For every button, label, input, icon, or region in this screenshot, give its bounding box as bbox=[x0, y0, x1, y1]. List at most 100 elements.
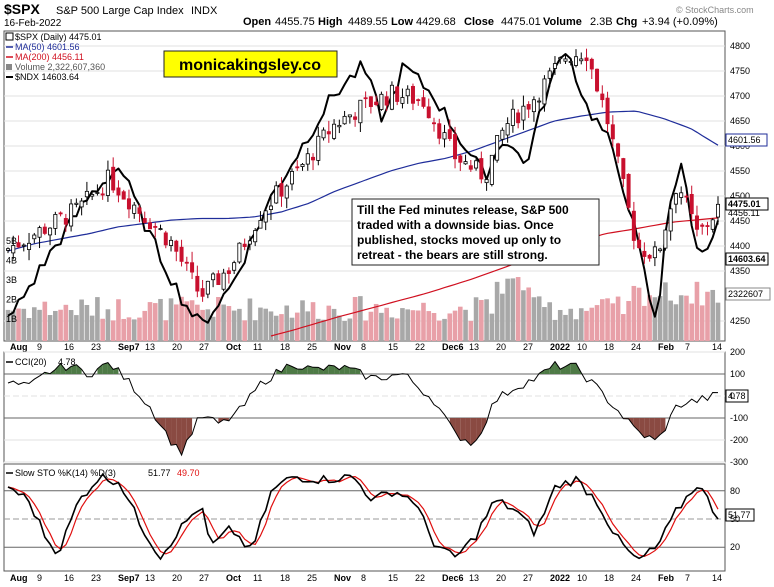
volume-bar bbox=[415, 310, 421, 341]
legend-spx: $SPX (Daily) 4475.01 bbox=[15, 32, 102, 42]
volume-bar bbox=[642, 305, 647, 341]
x-tick-label: 25 bbox=[307, 342, 317, 352]
tag-volume: 2322607 bbox=[728, 289, 763, 299]
candle-body bbox=[374, 101, 379, 106]
cci-positive-fill bbox=[560, 366, 566, 374]
close-label: Close bbox=[464, 16, 494, 28]
candle-body bbox=[658, 248, 663, 252]
candle-body bbox=[79, 200, 84, 208]
candle-body bbox=[647, 254, 652, 259]
candlesticks bbox=[6, 48, 721, 302]
cci-title: CCI(20) bbox=[15, 357, 47, 367]
candle-body bbox=[479, 158, 484, 180]
cci-tick-label: 200 bbox=[730, 347, 745, 357]
candle-body bbox=[95, 192, 100, 194]
cci-negative-fill bbox=[449, 418, 456, 432]
volume-bar bbox=[152, 303, 158, 341]
legend-volume: Volume 2,322,607,360 bbox=[15, 62, 105, 72]
candle-body bbox=[621, 158, 626, 179]
y-tick-label: 4350 bbox=[730, 266, 750, 276]
volume-bar bbox=[116, 299, 121, 341]
volume-bar bbox=[179, 296, 184, 341]
tag-ndx-box bbox=[725, 252, 769, 266]
ma50-line bbox=[7, 110, 719, 252]
volume-bar bbox=[231, 310, 237, 341]
volume-bar bbox=[205, 309, 211, 341]
candle-body bbox=[179, 246, 184, 262]
candle-body bbox=[605, 97, 610, 125]
brand-box bbox=[163, 50, 338, 78]
x-tick-label: 27 bbox=[523, 342, 533, 352]
x-tick-label: 18 bbox=[604, 573, 614, 583]
volume-bar bbox=[284, 305, 290, 341]
candle-body bbox=[216, 273, 221, 285]
volume-bar bbox=[621, 314, 626, 341]
x-tick-label: 27 bbox=[523, 573, 533, 583]
x-tick-label: Feb bbox=[658, 342, 675, 352]
candle-body bbox=[358, 99, 363, 124]
low-label: Low bbox=[391, 16, 413, 28]
volume-bar bbox=[568, 308, 574, 341]
symbol: $SPX bbox=[4, 1, 40, 17]
tag-close: 4475.01 bbox=[728, 199, 761, 209]
candle-body bbox=[337, 124, 342, 128]
volume-tick-label: 3B bbox=[6, 275, 17, 285]
candle-body bbox=[295, 166, 300, 169]
candle-body bbox=[163, 232, 168, 246]
candle-body bbox=[668, 208, 673, 232]
candle-body bbox=[305, 153, 310, 165]
cci-negative-fill bbox=[176, 418, 182, 456]
candle-body bbox=[652, 246, 657, 259]
volume-bar bbox=[173, 304, 179, 341]
cci-negative-fill bbox=[160, 418, 166, 431]
candle-body bbox=[458, 155, 463, 163]
volume-bar bbox=[510, 278, 516, 341]
volume-tick-label: 4B bbox=[6, 256, 17, 266]
volume-tick-label: 2B bbox=[6, 295, 17, 305]
cci-tick-label: -200 bbox=[730, 435, 748, 445]
volume-bar bbox=[573, 319, 579, 341]
volume-bar bbox=[100, 318, 105, 341]
volume-bar bbox=[37, 309, 42, 341]
candle-body bbox=[710, 219, 715, 230]
cci-positive-fill bbox=[97, 364, 103, 374]
candle-body bbox=[705, 225, 710, 227]
candle-body bbox=[453, 134, 458, 160]
candle-body bbox=[6, 248, 11, 251]
x-tick-label: 23 bbox=[91, 342, 101, 352]
legend-spx-icon bbox=[5, 32, 14, 41]
volume-bar bbox=[526, 287, 531, 341]
candle-body bbox=[489, 154, 494, 185]
volume-bar bbox=[226, 306, 232, 341]
volume-bar bbox=[663, 282, 668, 341]
x-tick-label: 18 bbox=[280, 342, 290, 352]
candle-body bbox=[321, 129, 326, 139]
x-tick-label: 10 bbox=[577, 573, 587, 583]
candle-body bbox=[332, 123, 337, 139]
sto-k-line bbox=[7, 472, 719, 561]
candle-body bbox=[574, 56, 579, 66]
volume-bar bbox=[252, 320, 258, 341]
candle-body bbox=[111, 166, 116, 191]
ma200-line bbox=[270, 217, 719, 337]
volume-bar bbox=[42, 301, 48, 341]
volume-bar bbox=[63, 304, 69, 341]
volume-bar bbox=[542, 307, 547, 341]
volume-bar bbox=[631, 285, 637, 341]
candle-body bbox=[268, 205, 273, 210]
candle-body bbox=[442, 132, 447, 140]
candle-body bbox=[311, 156, 316, 161]
cci-tick-label: 100 bbox=[730, 369, 745, 379]
cci-positive-fill bbox=[323, 365, 329, 374]
volume-bar bbox=[315, 318, 321, 341]
volume-bar bbox=[479, 299, 484, 341]
candle-body bbox=[447, 129, 452, 139]
cci-negative-fill bbox=[465, 418, 471, 446]
tag-ma50-box bbox=[725, 133, 768, 147]
volume-bar bbox=[247, 298, 253, 341]
open-label: Open bbox=[243, 16, 271, 28]
x-tick-label: 8 bbox=[361, 573, 366, 583]
x-tick-label: 22 bbox=[415, 342, 425, 352]
x-tick-label: 14 bbox=[712, 573, 722, 583]
volume-bar bbox=[352, 296, 358, 341]
